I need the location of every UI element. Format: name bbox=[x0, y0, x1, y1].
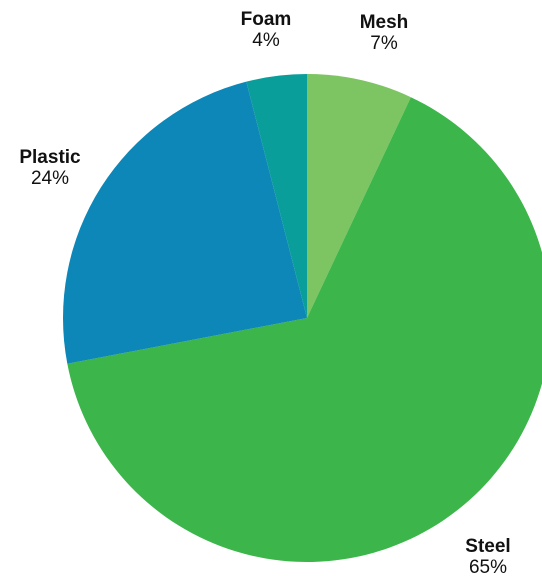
slice-value-mesh: 7% bbox=[370, 33, 398, 54]
pie-slice-steel bbox=[67, 97, 542, 562]
slice-value-plastic: 24% bbox=[31, 168, 69, 189]
pie-slice-foam bbox=[246, 74, 307, 318]
pie-slice-mesh bbox=[307, 74, 411, 318]
slice-label-mesh: Mesh bbox=[360, 12, 409, 33]
slice-label-plastic: Plastic bbox=[19, 147, 81, 168]
pie-slices bbox=[62, 74, 542, 562]
slice-value-steel: 65% bbox=[469, 557, 507, 578]
pie-slice-plastic bbox=[62, 81, 307, 364]
slice-label-steel: Steel bbox=[465, 536, 510, 557]
slice-label-foam: Foam bbox=[241, 9, 292, 30]
slice-value-foam: 4% bbox=[252, 30, 280, 51]
